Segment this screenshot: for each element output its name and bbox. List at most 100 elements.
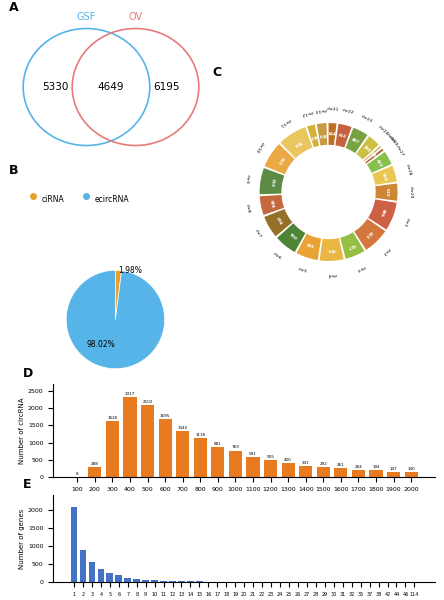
Bar <box>369 470 383 477</box>
Text: 700: 700 <box>288 233 297 241</box>
Text: chr12: chr12 <box>301 109 314 116</box>
Text: 412: 412 <box>338 133 347 139</box>
Polygon shape <box>281 127 313 159</box>
Text: 423: 423 <box>375 158 383 168</box>
Text: 588: 588 <box>269 199 275 208</box>
Text: 743: 743 <box>327 247 336 252</box>
Bar <box>178 581 185 582</box>
Text: 881: 881 <box>214 442 222 446</box>
Text: 42: 42 <box>369 151 375 158</box>
Bar <box>151 580 158 582</box>
Bar <box>211 446 224 477</box>
Bar <box>88 467 101 477</box>
Text: 685: 685 <box>305 244 315 250</box>
Polygon shape <box>363 146 381 162</box>
Polygon shape <box>329 123 337 146</box>
Text: chr29: chr29 <box>409 186 413 199</box>
Bar <box>106 421 119 477</box>
Bar <box>133 579 140 582</box>
Polygon shape <box>307 124 319 148</box>
Polygon shape <box>260 168 285 194</box>
Bar <box>79 550 86 582</box>
Bar <box>229 451 242 477</box>
Text: B: B <box>9 164 18 177</box>
Bar <box>159 419 172 477</box>
Text: 288: 288 <box>91 462 99 466</box>
Y-axis label: Number of circRNA: Number of circRNA <box>19 397 25 464</box>
Bar <box>142 580 149 582</box>
Text: chr3: chr3 <box>355 264 366 272</box>
Text: chr9: chr9 <box>245 174 250 184</box>
Bar <box>352 470 365 477</box>
Text: 500: 500 <box>381 172 387 181</box>
Bar <box>176 431 189 477</box>
Text: ciRNA: ciRNA <box>42 195 64 204</box>
Polygon shape <box>375 184 397 201</box>
Polygon shape <box>366 152 392 173</box>
Text: 627: 627 <box>346 242 356 248</box>
Bar <box>123 397 137 477</box>
Text: 505: 505 <box>267 455 274 458</box>
Bar <box>194 439 207 477</box>
Text: chr1: chr1 <box>402 217 409 227</box>
Bar <box>107 573 113 582</box>
Text: chr7: chr7 <box>254 229 262 239</box>
Text: chr13: chr13 <box>314 107 327 113</box>
Text: 769: 769 <box>231 445 239 449</box>
Bar <box>334 468 348 477</box>
Bar <box>124 578 131 582</box>
Polygon shape <box>260 195 285 215</box>
Bar <box>141 404 154 477</box>
Polygon shape <box>277 223 306 252</box>
Text: E: E <box>23 478 31 491</box>
Text: chr8: chr8 <box>245 203 251 214</box>
Text: A: A <box>9 1 19 14</box>
Polygon shape <box>264 209 293 236</box>
Text: 244: 244 <box>328 132 336 137</box>
Text: 904: 904 <box>293 139 303 147</box>
Bar <box>404 472 418 477</box>
Bar <box>160 581 167 582</box>
Text: 261: 261 <box>337 463 345 467</box>
Text: 5330: 5330 <box>43 82 69 92</box>
Bar <box>264 460 277 477</box>
Polygon shape <box>320 238 344 261</box>
Polygon shape <box>372 166 396 185</box>
Bar <box>246 457 260 477</box>
Text: GSF: GSF <box>77 13 96 22</box>
Text: chr21: chr21 <box>327 107 340 112</box>
Bar <box>98 569 104 582</box>
Bar <box>169 581 176 582</box>
Bar <box>387 472 400 477</box>
Text: 4649: 4649 <box>98 82 124 92</box>
Polygon shape <box>354 218 385 250</box>
Text: chr26: chr26 <box>388 135 399 148</box>
Text: 400: 400 <box>284 458 292 462</box>
Bar <box>317 467 330 477</box>
Polygon shape <box>345 128 368 154</box>
Polygon shape <box>282 146 375 238</box>
Bar <box>281 463 295 477</box>
Text: 1.98%: 1.98% <box>118 266 142 275</box>
Text: OV: OV <box>128 13 143 22</box>
Text: 63: 63 <box>371 153 377 160</box>
Text: 813: 813 <box>276 156 284 165</box>
Text: 1626: 1626 <box>107 416 118 420</box>
Text: 694: 694 <box>275 217 283 226</box>
Bar <box>187 581 194 582</box>
Text: 98.02%: 98.02% <box>86 340 115 349</box>
Text: 886: 886 <box>379 208 386 217</box>
Text: 301: 301 <box>318 132 327 137</box>
Text: chr11: chr11 <box>278 117 291 127</box>
Text: 6195: 6195 <box>153 82 179 92</box>
X-axis label: The length of total circRNAs: The length of total circRNAs <box>190 497 298 506</box>
Text: 204: 204 <box>355 465 362 469</box>
Text: chr4: chr4 <box>327 272 337 277</box>
Text: C: C <box>212 66 222 79</box>
Text: chr24: chr24 <box>377 125 389 136</box>
Text: 242: 242 <box>309 133 318 139</box>
Polygon shape <box>335 124 352 148</box>
Bar <box>71 507 77 582</box>
Text: 1695: 1695 <box>160 413 170 418</box>
Bar <box>88 562 95 582</box>
